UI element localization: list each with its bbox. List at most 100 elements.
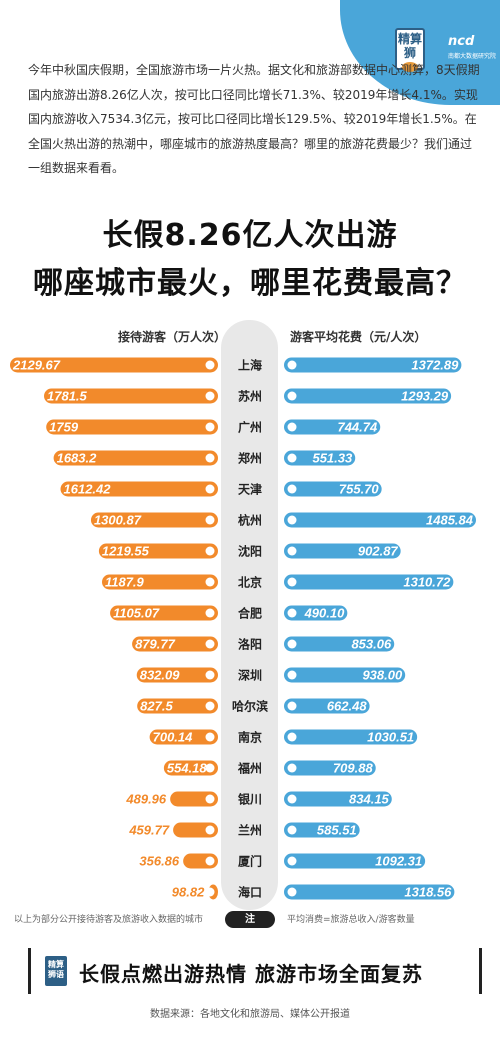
left-bar [46,419,219,435]
left-bar [60,481,219,497]
left-value-label: 356.86 [139,854,180,869]
right-value-label: 853.06 [351,637,392,652]
left-bar-dot [205,577,215,587]
left-value-label: 98.82 [172,885,205,900]
intro-paragraph: 今年中秋国庆假期，全国旅游市场一片火热。据文化和旅游部数据中心测算，8天假期国内… [28,63,480,175]
right-value-label: 938.00 [362,668,403,683]
right-bar-dot [287,701,297,711]
summary-banner: 精算狮语 长假点燃出游热情 旅游市场全面复苏 [28,948,482,994]
right-bar [284,574,454,590]
left-value-label: 554.18 [167,761,208,776]
right-bar-dot [287,732,297,742]
right-bar [284,698,370,714]
lion-icon [402,62,418,72]
left-bar-dot [205,856,215,866]
left-bar [110,605,218,621]
right-value-label: 902.87 [358,544,399,559]
right-bar [284,419,381,435]
left-value-label: 1105.07 [113,606,160,621]
left-bar [132,636,218,652]
city-label: 深圳 [238,668,262,683]
city-label: 银川 [238,792,262,807]
banner-text: 长假点燃出游热情 旅游市场全面复苏 [79,962,423,986]
right-bar-dot [287,360,297,370]
right-bar [284,667,406,683]
left-bar-dot [205,794,215,804]
left-bar-dot [205,608,215,618]
right-value-label: 1293.29 [401,389,449,404]
left-series-label: 接待游客（万人次） [118,330,227,344]
left-bar [170,791,218,807]
right-value-label: 1030.51 [367,730,414,745]
left-bar [137,698,218,714]
city-label: 苏州 [238,389,262,404]
right-bar-dot [287,391,297,401]
city-label: 南京 [238,730,262,745]
right-bar-dot [287,670,297,680]
city-column-background [221,320,278,910]
right-bar-dot [287,763,297,773]
right-value-label: 1318.56 [404,885,452,900]
left-bar [163,760,218,776]
right-series-label: 游客平均花费（元/人次） [290,330,427,344]
right-bar [284,791,392,807]
right-bar-dot [287,608,297,618]
left-bar-dot [205,887,215,897]
right-bar-dot [287,453,297,463]
right-bar [284,388,452,404]
right-bar [284,760,376,776]
right-bar [284,605,348,621]
left-value-label: 832.09 [140,668,181,683]
right-bar-dot [287,577,297,587]
left-value-label: 459.77 [128,823,170,838]
right-value-label: 490.10 [304,606,346,621]
city-label: 兰州 [238,823,262,838]
right-value-label: 1310.72 [403,575,451,590]
left-bar-dot [205,422,215,432]
left-value-label: 2129.67 [12,358,61,373]
right-bar-dot [287,422,297,432]
right-bar [284,729,418,745]
right-value-label: 1372.89 [411,358,459,373]
city-label: 上海 [238,358,262,373]
left-bar-dot [205,701,215,711]
data-source: 数据来源：各地文化和旅游局、媒体公开报道 [150,1009,350,1020]
left-bar-dot [205,732,215,742]
city-label: 北京 [238,575,262,590]
left-bar-dot [205,639,215,649]
right-value-label: 551.33 [312,451,353,466]
left-bar [90,512,218,528]
left-value-label: 1759 [49,420,79,435]
left-bar [53,450,218,466]
left-value-label: 879.77 [135,637,176,652]
left-value-label: 700.14 [153,730,194,745]
left-bar-dot [205,825,215,835]
right-value-label: 755.70 [339,482,380,497]
left-bar-dot [205,360,215,370]
left-value-label: 489.96 [125,792,167,807]
city-label: 杭州 [238,513,262,528]
banner-logo: 精算狮语 [45,956,67,986]
right-bar [284,636,395,652]
right-bar-dot [287,794,297,804]
page-title-line1: 长假8.26亿人次出游 [102,218,398,253]
left-bar [136,667,218,683]
right-value-label: 1092.31 [375,854,422,869]
jingsuanshi-logo: 精算狮 [395,28,425,72]
city-label: 福州 [237,761,262,776]
right-value-label: 585.51 [317,823,357,838]
right-value-label: 834.15 [349,792,390,807]
left-value-label: 1187.9 [105,575,145,590]
logo2-text: ncd [448,34,475,49]
left-value-label: 1781.5 [47,389,88,404]
left-bar [101,574,218,590]
left-bar [173,822,218,838]
left-bar-dot [205,670,215,680]
right-bar-dot [287,515,297,525]
city-label: 天津 [238,482,262,497]
right-bar [284,357,462,373]
city-label: 合肥 [238,606,262,621]
left-value-label: 1219.55 [102,544,150,559]
note-right: 平均消费=旅游总收入/游客数量 [287,915,415,925]
logo1-text: 精算狮 [397,32,422,60]
